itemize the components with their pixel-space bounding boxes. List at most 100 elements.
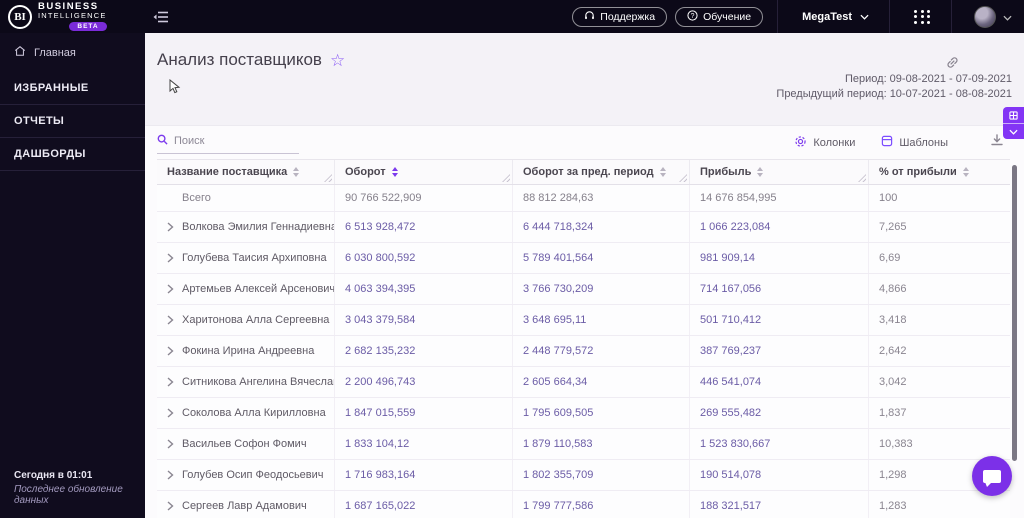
prev-turnover-value[interactable]: 3 766 730,209 — [513, 274, 690, 304]
turnover-value[interactable]: 2 682 135,232 — [335, 336, 513, 366]
profit-value[interactable]: 501 710,412 — [690, 305, 869, 335]
profit-value[interactable]: 188 321,517 — [690, 491, 869, 518]
profit-pct-value: 2,642 — [879, 345, 907, 357]
column-header-prev-turnover[interactable]: Оборот за пред. период — [513, 160, 690, 184]
turnover-value[interactable]: 6 513 928,472 — [335, 212, 513, 242]
expand-row-icon[interactable] — [167, 222, 174, 232]
prev-turnover-value[interactable]: 1 799 777,586 — [513, 491, 690, 518]
expand-row-icon[interactable] — [167, 501, 174, 511]
prev-turnover-value[interactable]: 5 789 401,564 — [513, 243, 690, 273]
table-row[interactable]: Голубева Таисия Архиповна 6 030 800,592 … — [157, 243, 1010, 274]
download-icon[interactable] — [990, 133, 1004, 152]
chat-button[interactable] — [972, 456, 1012, 496]
sort-icon-active[interactable] — [391, 167, 398, 177]
column-resize-handle[interactable] — [858, 174, 866, 182]
profit-value[interactable]: 1 066 223,084 — [690, 212, 869, 242]
turnover-value[interactable]: 1 716 983,164 — [335, 460, 513, 490]
expand-row-icon[interactable] — [167, 315, 174, 325]
prev-turnover-value[interactable]: 3 648 695,11 — [513, 305, 690, 335]
logo-line2: INTELLIGENCE — [38, 11, 107, 20]
prev-turnover-value[interactable]: 2 448 779,572 — [513, 336, 690, 366]
sidebar-item-favorites[interactable]: ИЗБРАННЫЕ — [0, 72, 145, 105]
turnover-value[interactable]: 6 030 800,592 — [335, 243, 513, 273]
turnover-value[interactable]: 1 833 104,12 — [335, 429, 513, 459]
table-row[interactable]: Ситникова Ангелина Вячеславовна 2 200 49… — [157, 367, 1010, 398]
sort-icon[interactable] — [293, 167, 300, 177]
expand-row-icon[interactable] — [167, 470, 174, 480]
home-icon — [14, 45, 26, 60]
turnover-value[interactable]: 1 687 165,022 — [335, 491, 513, 518]
expand-row-icon[interactable] — [167, 377, 174, 387]
training-button[interactable]: ? Обучение — [675, 6, 764, 27]
report-panel: Колонки Шаблоны Название поставщика Обор… — [145, 125, 1024, 518]
supplier-name: Артемьев Алексей Арсенович — [182, 283, 335, 295]
prev-turnover-value[interactable]: 2 605 664,34 — [513, 367, 690, 397]
expand-row-icon[interactable] — [167, 253, 174, 263]
columns-button[interactable]: Колонки — [794, 135, 855, 151]
templates-button[interactable]: Шаблоны — [881, 135, 948, 150]
prev-turnover-value[interactable]: 6 444 718,324 — [513, 212, 690, 242]
profit-value[interactable]: 387 769,237 — [690, 336, 869, 366]
sidebar-item-home[interactable]: Главная — [0, 33, 145, 72]
widget-chevron-down-icon[interactable] — [1003, 123, 1024, 139]
column-header-profit[interactable]: Прибыль — [690, 160, 869, 184]
table-row[interactable]: Артемьев Алексей Арсенович 4 063 394,395… — [157, 274, 1010, 305]
table-row[interactable]: Харитонова Алла Сергеевна 3 043 379,584 … — [157, 305, 1010, 336]
favorite-star-icon[interactable]: ☆ — [329, 50, 346, 70]
profit-value[interactable]: 714 167,056 — [690, 274, 869, 304]
workspace-dropdown[interactable]: MegaTest — [788, 11, 883, 23]
gear-icon — [794, 135, 807, 151]
table-row[interactable]: Фокина Ирина Андреевна 2 682 135,232 2 4… — [157, 336, 1010, 367]
expand-row-icon[interactable] — [167, 439, 174, 449]
profit-value[interactable]: 1 523 830,667 — [690, 429, 869, 459]
table-row[interactable]: Голубев Осип Феодосьевич 1 716 983,164 1… — [157, 460, 1010, 491]
vertical-scrollbar[interactable] — [1012, 165, 1017, 461]
sidebar-item-dashboards[interactable]: ДАШБОРДЫ — [0, 138, 145, 171]
expand-row-icon[interactable] — [167, 284, 174, 294]
search-input[interactable] — [174, 134, 284, 147]
divider — [777, 0, 779, 33]
profit-value[interactable]: 269 555,482 — [690, 398, 869, 428]
prev-turnover-value[interactable]: 1 802 355,709 — [513, 460, 690, 490]
column-header-turnover[interactable]: Оборот — [335, 160, 513, 184]
sort-icon[interactable] — [962, 167, 969, 177]
profit-pct-value: 1,298 — [879, 469, 907, 481]
turnover-value[interactable]: 3 043 379,584 — [335, 305, 513, 335]
search-box[interactable] — [157, 132, 299, 154]
menu-collapse-icon[interactable] — [153, 11, 169, 23]
expand-row-icon[interactable] — [167, 408, 174, 418]
avatar[interactable] — [974, 5, 996, 28]
support-button[interactable]: Поддержка — [572, 6, 668, 27]
turnover-value[interactable]: 1 847 015,559 — [335, 398, 513, 428]
total-profit-pct: 100 — [879, 192, 898, 204]
table-row[interactable]: Сергеев Лавр Адамович 1 687 165,022 1 79… — [157, 491, 1010, 518]
turnover-value[interactable]: 4 063 394,395 — [335, 274, 513, 304]
profit-value[interactable]: 981 909,14 — [690, 243, 869, 273]
turnover-value[interactable]: 2 200 496,743 — [335, 367, 513, 397]
expand-row-icon[interactable] — [167, 346, 174, 356]
column-resize-handle[interactable] — [502, 174, 510, 182]
supplier-name: Сергеев Лавр Адамович — [182, 500, 307, 512]
column-header-supplier[interactable]: Название поставщика — [157, 160, 335, 184]
table-row[interactable]: Васильев Софон Фомич 1 833 104,12 1 879 … — [157, 429, 1010, 460]
table-row[interactable]: Волкова Эмилия Геннадиевна 6 513 928,472… — [157, 212, 1010, 243]
profit-value[interactable]: 190 514,078 — [690, 460, 869, 490]
template-icon — [881, 135, 893, 150]
sort-icon[interactable] — [757, 167, 764, 177]
profit-pct-value: 6,69 — [879, 252, 901, 264]
profit-value[interactable]: 446 541,074 — [690, 367, 869, 397]
table-header: Название поставщика Оборот Оборот за пре… — [157, 159, 1010, 185]
user-menu[interactable] — [962, 5, 1024, 28]
prev-turnover-value[interactable]: 1 795 609,505 — [513, 398, 690, 428]
column-resize-handle[interactable] — [679, 174, 687, 182]
column-resize-handle[interactable] — [324, 174, 332, 182]
templates-label: Шаблоны — [899, 136, 948, 149]
table-widget-icon[interactable] — [1003, 107, 1024, 123]
sort-icon[interactable] — [659, 167, 666, 177]
column-header-profit-pct[interactable]: % от прибыли — [869, 160, 1010, 184]
share-link-icon[interactable] — [945, 55, 960, 75]
apps-grid-icon[interactable] — [900, 9, 945, 24]
prev-turnover-value[interactable]: 1 879 110,583 — [513, 429, 690, 459]
sidebar-item-reports[interactable]: ОТЧЕТЫ — [0, 105, 145, 138]
table-row[interactable]: Соколова Алла Кирилловна 1 847 015,559 1… — [157, 398, 1010, 429]
